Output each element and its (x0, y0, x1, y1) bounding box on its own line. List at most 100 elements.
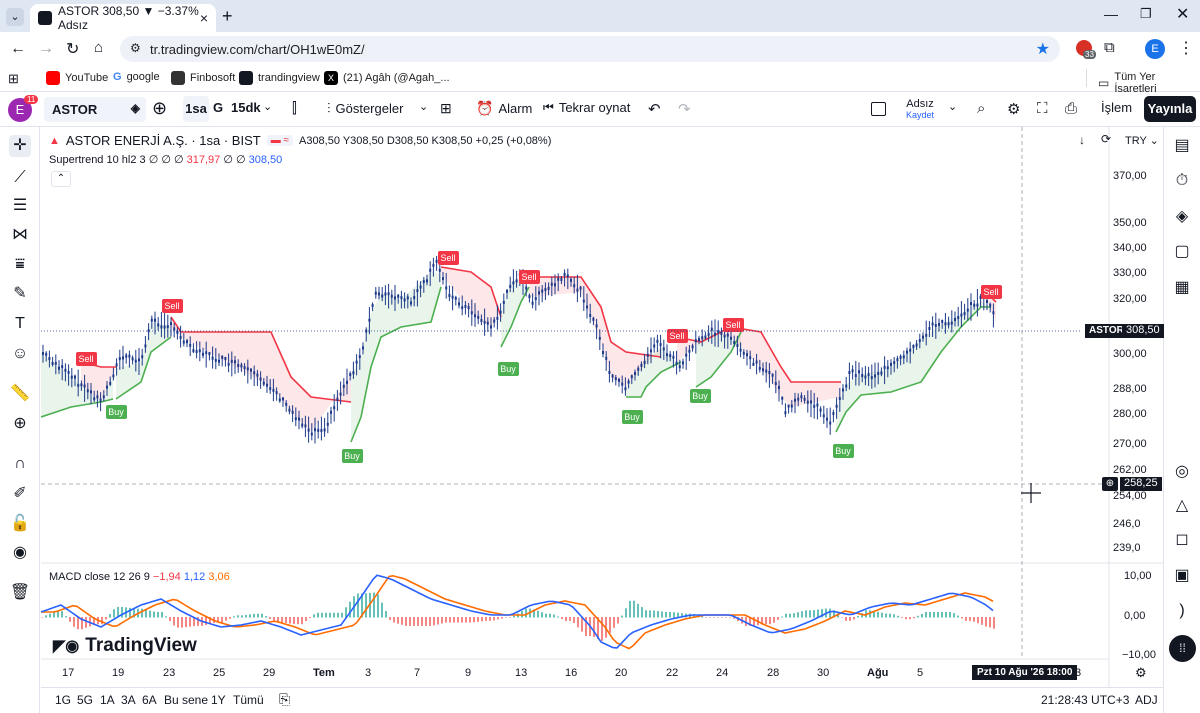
watchlist-icon[interactable]: ▤ (1174, 137, 1190, 154)
restore-button[interactable]: ❐ (1140, 6, 1152, 21)
close-window-button[interactable]: ✕ (1176, 6, 1190, 23)
indicators-button[interactable]: ⫶ Göstergeler (327, 100, 403, 117)
snapshot-camera-icon[interactable]: ⎙ (1065, 100, 1078, 117)
legend-title[interactable]: ASTOR ENERJİ A.Ş. · 1sa · BIST (65, 133, 261, 148)
apps-grid-icon[interactable]: ⊞ (8, 71, 19, 86)
collapse-legend-icon[interactable]: ⌃ (51, 171, 71, 187)
supertrend-legend[interactable]: Supertrend 10 hl2 3 ∅ ∅ ∅ 317,97 ∅ ∅ 308… (49, 153, 282, 166)
refresh-icon[interactable]: ⟳ (1101, 132, 1112, 146)
ideas-icon[interactable]: △ (1175, 497, 1189, 514)
stay-drawing-icon[interactable]: ✐ (13, 485, 27, 502)
range-3m[interactable]: 3A (121, 693, 136, 707)
streams-icon[interactable]: ) (1179, 602, 1185, 619)
text-tool-icon[interactable]: T (15, 315, 25, 332)
range-6m[interactable]: 6A (142, 693, 157, 707)
symbol-search[interactable]: ASTOR ◈ (44, 97, 146, 122)
candle-body (784, 411, 787, 415)
interval-daily-button[interactable]: G (213, 100, 224, 115)
scroll-down-icon[interactable]: ↓ (1079, 133, 1085, 147)
minimize-button[interactable]: — (1104, 6, 1118, 22)
layers-icon[interactable]: ◈ (1175, 208, 1189, 225)
range-all[interactable]: Tümü (233, 693, 264, 707)
fib-lines-icon[interactable]: ☰ (12, 197, 28, 214)
tab-close-icon[interactable]: × (199, 10, 208, 26)
bookmark-tradingview[interactable]: trandingview (239, 71, 320, 85)
indicators-dropdown-icon[interactable]: ⌄ (419, 101, 429, 113)
ruler-icon[interactable]: 📏 (10, 385, 30, 402)
symbol-menu-icon[interactable]: ◈ (130, 101, 140, 115)
lock-icon[interactable]: 🔓 (10, 515, 30, 532)
tradingview-logo[interactable]: ◤◉ TradingView (53, 635, 197, 657)
browser-tab-active[interactable]: ASTOR 308,50 ▼ −3.37% Adsız × (30, 4, 216, 32)
interval-dropdown-icon[interactable]: ⌄ (263, 101, 273, 113)
currency-select[interactable]: TRY ⌄ (1125, 135, 1159, 147)
date-range-calendar-icon[interactable]: ⎘ (279, 691, 291, 707)
redo-icon[interactable]: ↷ (678, 101, 691, 118)
brush-tool-icon[interactable]: ✎ (13, 285, 27, 302)
home-icon[interactable]: ⌂ (94, 39, 104, 56)
adj-toggle[interactable]: ADJ (1135, 693, 1158, 707)
calendar-icon[interactable]: ▦ (1174, 279, 1190, 296)
target-icon[interactable]: ◎ (1175, 463, 1189, 480)
macd-histogram-bar (853, 617, 855, 620)
pattern-tool-icon[interactable]: ⋈ (12, 226, 28, 243)
publish-button[interactable]: Yayınla (1144, 96, 1196, 122)
compare-add-icon[interactable]: ⊕ (152, 98, 168, 118)
user-avatar[interactable]: E (8, 98, 32, 122)
chart-area[interactable]: Sell Buy Sell Buy Sell Buy Sell Buy Sell Buy Sell B… (40, 127, 1164, 687)
layout-icon[interactable] (871, 102, 886, 116)
zoom-in-icon[interactable]: ⊕ (13, 415, 27, 432)
tab-search-icon[interactable]: ⌄ (6, 8, 24, 26)
bookmark-finbosoft[interactable]: Finbosoft (171, 71, 235, 85)
interval-1h-button[interactable]: 1sa (183, 96, 209, 122)
magnet-icon[interactable]: ∩ (14, 455, 26, 472)
back-arrow-icon[interactable]: ← (10, 40, 26, 57)
chat-icon[interactable]: ▢ (1174, 243, 1190, 260)
prediction-tool-icon[interactable]: ⩸ (15, 256, 25, 273)
layout-dropdown-icon[interactable]: ⌄ (948, 101, 958, 113)
trash-icon[interactable]: 🗑 (9, 584, 31, 601)
settings-gear-icon[interactable]: ⚙ (1007, 101, 1021, 118)
replay-button[interactable]: ⏮ Tekrar oynat (543, 100, 630, 115)
legend-flag-icon[interactable]: ▬ ≈ (266, 135, 293, 146)
url-field[interactable]: ⚙ tr.tradingview.com/chart/OH1wE0mZ/ ★ (120, 36, 1060, 62)
layout-name[interactable]: Adsız Kaydet (906, 99, 934, 121)
crosshair-tool-icon[interactable]: ✛ (9, 135, 31, 157)
fullscreen-icon[interactable]: ⛶ (1037, 100, 1048, 117)
bookmark-star-icon[interactable]: ★ (1035, 41, 1050, 58)
range-1d[interactable]: 1G (55, 693, 72, 707)
forward-arrow-icon[interactable]: → (38, 40, 54, 57)
bookmark-x[interactable]: X (21) Agâh (@Agah_... (324, 71, 450, 85)
macd-legend[interactable]: MACD close 12 26 9 −1,94 1,12 3,06 (49, 571, 230, 583)
axis-settings-gear-icon[interactable]: ⚙ (1135, 665, 1147, 680)
news-calendar-icon[interactable]: ▣ (1174, 567, 1190, 584)
eye-icon[interactable]: ◉ (13, 544, 27, 561)
add-alert-plus-icon[interactable]: ⊕ (1102, 477, 1118, 491)
emoji-icon[interactable]: ☺ (11, 345, 29, 362)
trade-button[interactable]: İşlem (1101, 100, 1133, 115)
clock-timezone[interactable]: 21:28:43 UTC+3 (1041, 693, 1130, 707)
trend-line-icon[interactable]: ⟋ (14, 169, 26, 186)
apps-menu-icon[interactable]: ⁞⁞ (1169, 635, 1196, 662)
bookmark-youtube[interactable]: YouTube (46, 71, 108, 85)
alarm-button[interactable]: ⏰ Alarm (476, 100, 532, 117)
templates-grid-icon[interactable]: ⊞ (440, 100, 452, 116)
alerts-clock-icon[interactable]: ⏱ (1175, 172, 1189, 189)
pine-icon[interactable]: ◻ (1175, 531, 1189, 548)
reload-icon[interactable]: ↻ (66, 41, 80, 58)
browser-menu-icon[interactable]: ⋮ (1178, 40, 1194, 57)
range-ytd[interactable]: Bu sene (164, 693, 209, 707)
range-5d[interactable]: 5G (77, 693, 94, 707)
profile-avatar[interactable]: E (1145, 39, 1165, 59)
extensions-puzzle-icon[interactable]: ⧉ (1104, 39, 1115, 56)
new-tab-button[interactable]: + (222, 6, 233, 26)
range-1m[interactable]: 1A (100, 693, 115, 707)
range-1y[interactable]: 1Y (211, 693, 226, 707)
interval-15m-button[interactable]: 15dk (231, 100, 261, 115)
chart-svg[interactable]: Sell Buy Sell Buy Sell Buy Sell Buy Sell Buy Sell B… (40, 127, 1163, 687)
chart-type-icon[interactable]: ⫿ (292, 100, 297, 117)
undo-icon[interactable]: ↶ (648, 101, 661, 118)
quick-search-icon[interactable]: ⌕ (977, 100, 986, 117)
site-info-icon[interactable]: ⚙ (130, 41, 141, 55)
